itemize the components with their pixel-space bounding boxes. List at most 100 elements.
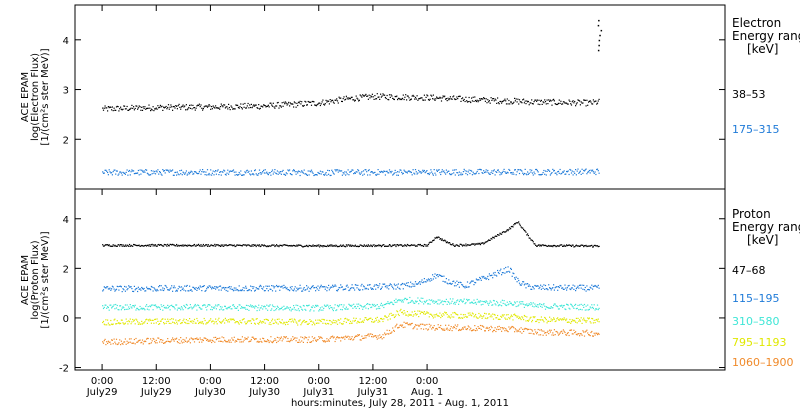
electron-data-point <box>463 168 465 170</box>
proton-data-point <box>481 242 483 244</box>
proton-data-point <box>187 290 189 292</box>
electron-data-point <box>488 101 490 103</box>
electron-data-point <box>255 104 257 106</box>
proton-data-point <box>115 289 117 291</box>
electron-data-point <box>588 171 590 173</box>
proton-data-point <box>466 328 469 330</box>
proton-data-point <box>487 317 489 319</box>
proton-data-point <box>393 288 395 290</box>
proton-data-point <box>550 329 552 331</box>
proton-data-point <box>416 328 418 330</box>
electron-data-point <box>476 170 478 173</box>
proton-data-point <box>282 244 284 246</box>
proton-data-point <box>424 281 426 283</box>
proton-data-point <box>245 245 248 247</box>
proton-data-point <box>232 339 234 341</box>
proton-data-point <box>115 323 118 325</box>
proton-data-point <box>154 304 157 306</box>
electron-data-point <box>303 169 305 171</box>
proton-data-point <box>154 318 157 320</box>
proton-ylabel-line3: [1/(cm²s ster MeV)] <box>40 231 51 328</box>
proton-data-point <box>162 309 164 311</box>
proton-data-point <box>452 327 454 329</box>
electron-data-point <box>435 98 437 100</box>
electron-data-point <box>176 105 178 107</box>
proton-data-point <box>155 290 157 292</box>
proton-data-point <box>178 339 180 341</box>
proton-data-point <box>516 316 518 318</box>
proton-data-point <box>497 234 499 236</box>
proton-data-point <box>196 309 198 311</box>
electron-data-point <box>450 98 452 100</box>
proton-data-point <box>260 285 262 287</box>
proton-data-point <box>393 300 395 302</box>
proton-data-point <box>133 342 135 344</box>
electron-data-point <box>446 171 448 174</box>
proton-data-point <box>155 305 157 308</box>
proton-data-point <box>303 338 305 340</box>
proton-data-point <box>402 245 404 247</box>
proton-data-point <box>304 308 306 310</box>
proton-data-point <box>306 341 308 344</box>
proton-data-point <box>250 306 252 308</box>
proton-data-point <box>304 289 306 291</box>
proton-data-point <box>493 329 495 331</box>
proton-data-point <box>249 305 251 307</box>
proton-data-point <box>277 340 279 342</box>
electron-data-point <box>273 106 275 108</box>
proton-data-point <box>413 327 415 329</box>
proton-data-point <box>367 319 369 321</box>
electron-data-point <box>310 104 313 106</box>
proton-data-point <box>458 317 460 319</box>
proton-data-point <box>378 244 380 246</box>
electron-data-point <box>237 174 239 176</box>
proton-data-point <box>451 316 453 318</box>
proton-data-point <box>446 241 448 243</box>
proton-data-point <box>109 324 111 326</box>
proton-data-point <box>325 286 327 288</box>
proton-data-point <box>462 245 464 247</box>
proton-data-point <box>443 275 445 277</box>
electron-data-point <box>102 172 105 174</box>
electron-data-point <box>356 171 358 173</box>
proton-data-point <box>255 245 257 248</box>
electron-data-point <box>329 99 331 101</box>
proton-data-point <box>199 307 201 309</box>
proton-data-point <box>187 340 189 342</box>
x-axis: 0:00July2912:00July290:00July3012:00July… <box>86 5 509 409</box>
electron-data-point <box>520 101 522 103</box>
electron-data-point <box>380 96 382 98</box>
electron-data-point <box>583 99 585 101</box>
proton-data-point <box>402 288 404 290</box>
proton-data-point <box>358 289 360 291</box>
proton-data-point <box>585 330 587 332</box>
proton-data-point <box>223 309 225 311</box>
electron-data-point <box>531 99 533 101</box>
proton-data-point <box>489 316 491 318</box>
electron-data-point <box>368 94 370 96</box>
proton-data-point <box>563 288 565 290</box>
electron-data-point <box>187 173 189 175</box>
proton-data-point <box>561 244 563 246</box>
proton-data-point <box>523 330 525 332</box>
proton-data-point <box>154 288 156 290</box>
proton-data-point <box>105 319 107 321</box>
proton-data-point <box>462 285 464 288</box>
proton-data-point <box>358 334 360 336</box>
electron-data-point <box>458 95 460 98</box>
proton-data-point <box>503 327 505 329</box>
electron-data-point <box>504 98 506 100</box>
electron-data-point <box>188 171 190 173</box>
proton-data-point <box>198 288 200 290</box>
proton-data-point <box>523 229 525 232</box>
proton-data-point <box>220 322 222 324</box>
proton-data-point <box>451 300 453 302</box>
proton-data-point <box>127 245 129 247</box>
proton-data-point <box>543 245 545 247</box>
electron-data-point <box>327 169 329 171</box>
proton-data-point <box>539 329 541 331</box>
electron-data-point <box>142 106 144 108</box>
proton-data-point <box>504 330 506 332</box>
electron-data-point <box>159 104 161 106</box>
proton-data-point <box>135 318 137 320</box>
